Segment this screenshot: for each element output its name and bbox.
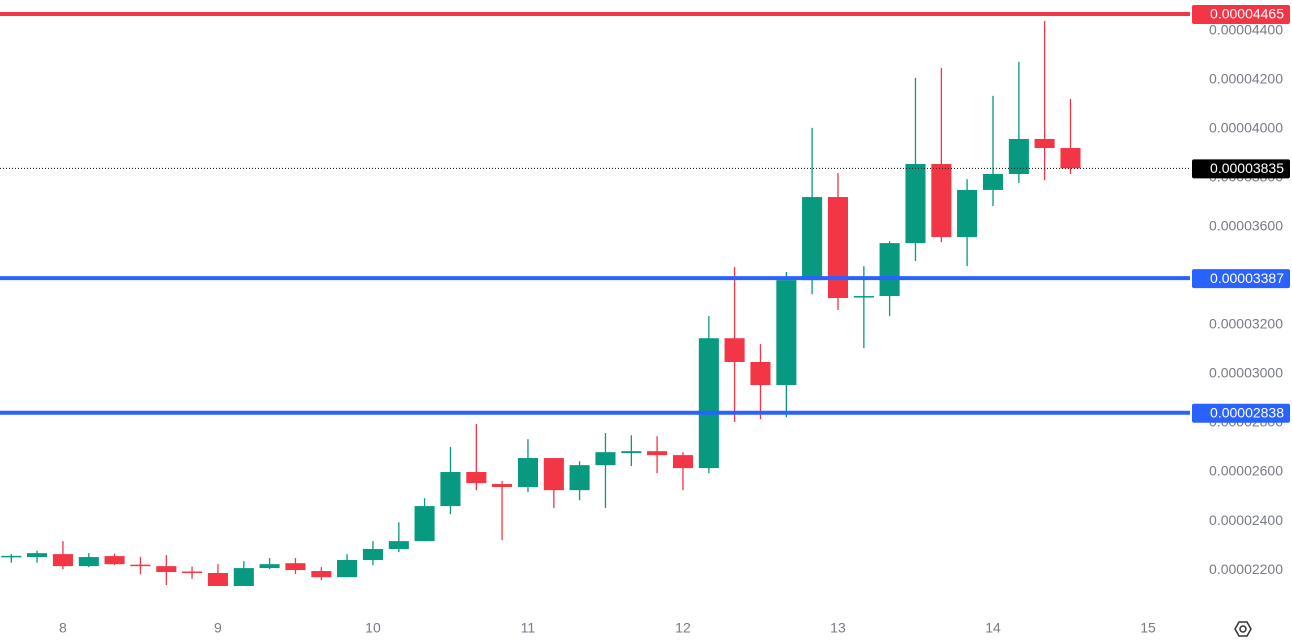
y-tick-label: 0.00003000 [1209, 365, 1283, 381]
candle-body [595, 452, 616, 466]
x-tick-label: 14 [985, 620, 1001, 636]
x-tick-label: 11 [521, 620, 536, 636]
candle-body [776, 280, 797, 386]
candle-body [905, 163, 926, 244]
candle-body [982, 174, 1004, 190]
candle-body [285, 563, 306, 571]
candle-body [337, 560, 358, 578]
x-tick-label: 12 [675, 620, 691, 636]
candle-body [388, 541, 409, 549]
candle-body [1, 555, 22, 558]
candle-body [802, 197, 823, 281]
candle-body [569, 465, 590, 491]
candle-body [78, 557, 99, 567]
candle-body [233, 568, 254, 586]
price-label: 0.00003387 [1210, 270, 1284, 286]
y-tick-label: 0.00004200 [1209, 71, 1283, 87]
x-tick-label: 10 [365, 620, 381, 636]
candle-body [957, 189, 978, 237]
candle-body [414, 506, 435, 542]
y-tick-label: 0.00002600 [1209, 463, 1283, 479]
candle-body [104, 556, 125, 565]
candle-body [672, 455, 694, 469]
candle-body [724, 338, 745, 362]
candle-body [879, 243, 900, 297]
candle-body [156, 566, 177, 573]
candle-body [827, 197, 849, 299]
y-tick-label: 0.00003200 [1209, 316, 1283, 332]
price-label-box [1192, 403, 1290, 423]
price-label-box [1192, 269, 1290, 289]
candle-body [647, 451, 668, 456]
x-tick-label: 9 [214, 620, 222, 636]
candle-body [130, 564, 151, 567]
candle-body [698, 338, 719, 469]
price-label: 0.00004465 [1210, 6, 1284, 22]
candle-body [931, 163, 952, 237]
candle-body [27, 553, 48, 558]
candle-body [1034, 138, 1055, 149]
candle-body [1008, 138, 1029, 175]
candle-body [492, 484, 513, 487]
y-tick-label: 0.00004000 [1209, 120, 1283, 136]
candle-body [182, 571, 203, 574]
candle-body [362, 548, 383, 561]
candle-body [311, 571, 332, 578]
y-tick-label: 0.00004400 [1209, 22, 1283, 38]
candle-body [517, 458, 538, 487]
candle-body [853, 296, 874, 298]
candle-body [621, 451, 642, 454]
candle-body [259, 564, 280, 569]
y-tick-label: 0.00003600 [1209, 218, 1283, 234]
price-label-box [1192, 4, 1290, 24]
price-label-box [1192, 159, 1290, 179]
x-tick-label: 8 [59, 620, 67, 636]
candle-body [440, 472, 461, 507]
price-label: 0.00003835 [1210, 160, 1284, 176]
settings-hexagon[interactable] [1234, 621, 1252, 637]
settings-icon[interactable] [1234, 621, 1252, 637]
y-tick-label: 0.00002200 [1209, 561, 1283, 577]
candle-body [543, 458, 564, 491]
candle-body [1060, 148, 1081, 169]
settings-dot[interactable] [1239, 625, 1247, 633]
y-axis: 0.000022000.000024000.000026000.00002800… [1209, 22, 1283, 577]
candle-body [750, 361, 771, 386]
price-label: 0.00002838 [1210, 404, 1284, 420]
y-tick-label: 0.00002400 [1209, 512, 1283, 528]
x-tick-label: 15 [1140, 620, 1156, 636]
candle-body [207, 572, 228, 586]
candle-body [52, 554, 73, 567]
candle-body [466, 472, 487, 484]
x-tick-label: 13 [830, 620, 846, 636]
